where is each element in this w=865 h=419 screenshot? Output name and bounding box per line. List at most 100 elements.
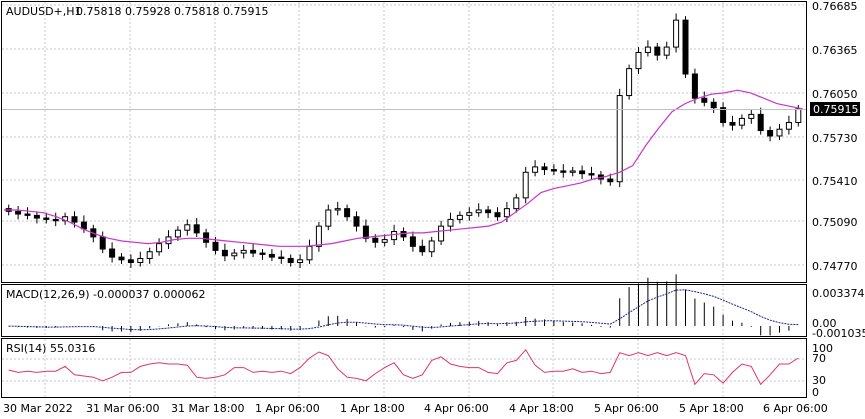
candle-body	[297, 259, 304, 263]
macd-tick: 0.00	[812, 317, 837, 330]
candle-body	[494, 212, 501, 218]
candle-body	[203, 232, 210, 243]
macd-tick: -0.001035	[812, 327, 865, 340]
candle-body	[550, 169, 557, 172]
candle-body	[466, 212, 473, 216]
candle-body	[99, 236, 106, 250]
price-tick: 0.76365	[812, 44, 858, 57]
candle-body	[362, 225, 369, 239]
candle-body	[532, 166, 539, 173]
candle-body	[757, 113, 764, 132]
symbol-title: AUDUSD+,H1	[6, 5, 82, 18]
price-tick: 0.76685	[812, 0, 858, 13]
candle-body	[785, 121, 792, 130]
candle-body	[720, 107, 727, 123]
candle-body	[127, 259, 134, 263]
candle-body	[475, 209, 482, 214]
candle-body	[635, 51, 642, 70]
time-tick: 5 Apr 18:00	[679, 402, 744, 415]
candle-body	[428, 240, 435, 253]
rsi-line	[8, 348, 799, 386]
price-tick: 0.75730	[812, 132, 858, 145]
price-tick: 0.76050	[812, 88, 858, 101]
time-tick: 4 Apr 18:00	[509, 402, 574, 415]
candle-body	[767, 130, 774, 137]
candle-body	[654, 46, 661, 56]
candle-body	[748, 113, 755, 119]
time-tick: 1 Apr 18:00	[340, 402, 405, 415]
price-tick: 0.75090	[812, 216, 858, 229]
moving-average-line	[4, 89, 804, 247]
candle-body	[776, 128, 783, 137]
candle-body	[607, 178, 614, 183]
macd-histogram	[8, 274, 799, 336]
candle-body	[52, 218, 59, 222]
candle-body	[71, 216, 78, 223]
candle-body	[391, 231, 398, 241]
candle-body	[33, 214, 40, 219]
candle-body	[419, 245, 426, 253]
candle-body	[240, 249, 247, 254]
candle-body	[738, 117, 745, 126]
rsi-tick: 70	[812, 352, 826, 365]
candle-body	[137, 257, 144, 263]
macd-panel[interactable]	[1, 284, 807, 337]
candle-body	[381, 239, 388, 243]
time-tick: 1 Apr 06:00	[255, 402, 320, 415]
candle-body	[626, 68, 633, 97]
macd-title: MACD(12,26,9) -0.000037 0.000062	[6, 288, 205, 301]
candle-body	[456, 214, 463, 220]
candle-body	[560, 170, 567, 173]
candle-body	[43, 217, 50, 220]
candle-body	[485, 209, 492, 214]
candle-body	[513, 197, 520, 210]
candle-body	[109, 248, 116, 258]
time-tick: 4 Apr 06:00	[424, 402, 489, 415]
candle-body	[701, 97, 708, 103]
candle-body	[287, 257, 294, 263]
candle-body	[306, 245, 313, 261]
candle-body	[221, 249, 228, 257]
candle-body	[146, 251, 153, 259]
candle-body	[691, 73, 698, 99]
grid-lines	[2, 2, 806, 397]
time-tick: 5 Apr 06:00	[594, 402, 659, 415]
candle-body	[372, 237, 379, 243]
price-tick: 0.74770	[812, 260, 858, 273]
rsi-tick: 30	[812, 374, 826, 387]
candle-body	[503, 208, 510, 218]
candle-body	[522, 171, 529, 199]
candle-body	[438, 225, 445, 242]
candle-body	[710, 101, 717, 109]
candle-body	[184, 224, 191, 231]
candle-body	[278, 256, 285, 259]
time-tick: 31 Mar 18:00	[171, 402, 244, 415]
candle-body	[616, 95, 623, 183]
ohlc-readout: 0.75818 0.75928 0.75818 0.75915	[76, 5, 268, 18]
time-tick: 6 Apr 06:00	[763, 402, 828, 415]
candle-body	[80, 221, 87, 230]
candle-body	[409, 236, 416, 247]
candle-body	[250, 249, 257, 254]
candle-body	[212, 241, 219, 251]
candle-body	[325, 209, 332, 227]
rsi-panel[interactable]	[1, 338, 807, 398]
current-price-label: 0.75915	[813, 103, 859, 116]
price-tick: 0.75410	[812, 175, 858, 188]
candle-body	[588, 173, 595, 176]
candle-body	[579, 170, 586, 175]
candle-body	[268, 253, 275, 258]
candle-body	[447, 218, 454, 227]
candle-body	[15, 210, 22, 215]
candle-body	[231, 252, 238, 257]
time-tick: 31 Mar 06:00	[86, 402, 159, 415]
ma-polyline	[4, 89, 804, 247]
candle-body	[315, 225, 322, 247]
candle-body	[174, 229, 181, 238]
candle-body	[729, 121, 736, 126]
macd-tick: 0.003374	[812, 287, 865, 300]
candle-body	[353, 216, 360, 227]
candle-body	[541, 166, 548, 171]
candle-body	[118, 256, 125, 261]
